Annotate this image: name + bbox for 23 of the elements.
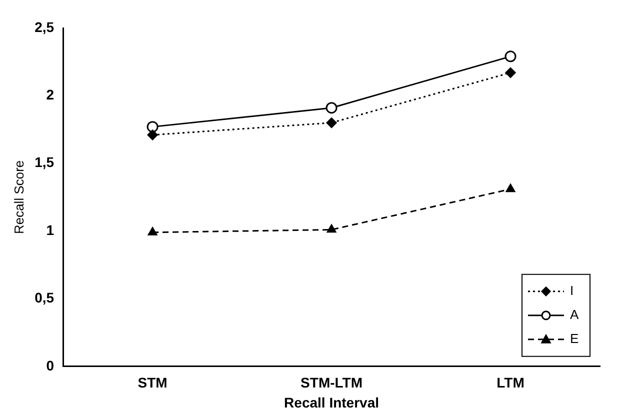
y-tick-label: 2,5 bbox=[34, 18, 54, 35]
y-tick-label: 1,5 bbox=[34, 154, 54, 170]
point bbox=[147, 130, 158, 140]
x-tick-label: LTM bbox=[496, 374, 524, 391]
legend-label: E bbox=[570, 330, 579, 346]
y-tick-label: 1 bbox=[46, 222, 54, 238]
y-tick-label: 0,5 bbox=[34, 290, 54, 306]
legend-label: A bbox=[570, 306, 579, 322]
legend-label: I bbox=[570, 282, 574, 298]
point bbox=[326, 118, 337, 128]
point bbox=[505, 67, 516, 78]
x-axis-title: Recall Interval bbox=[284, 394, 379, 410]
y-axis-title: Recall Score bbox=[11, 160, 26, 234]
y-tick-label: 2 bbox=[46, 86, 54, 103]
x-tick-label: STM-LTM bbox=[300, 374, 363, 391]
x-tick-label: STM bbox=[138, 374, 168, 391]
point bbox=[326, 102, 338, 114]
point bbox=[504, 50, 516, 62]
point bbox=[506, 184, 516, 192]
point bbox=[146, 121, 158, 133]
point bbox=[148, 227, 158, 236]
y-tick-label: 0 bbox=[46, 357, 54, 374]
point bbox=[326, 224, 336, 233]
